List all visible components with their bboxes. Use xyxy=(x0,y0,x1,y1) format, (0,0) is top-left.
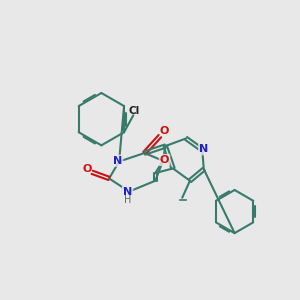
Text: O: O xyxy=(82,164,92,174)
Text: Cl: Cl xyxy=(128,106,140,116)
Text: N: N xyxy=(123,187,132,196)
Text: N: N xyxy=(199,144,208,154)
Text: H: H xyxy=(124,195,131,205)
Text: O: O xyxy=(159,127,168,136)
Text: O: O xyxy=(160,155,169,165)
Text: N: N xyxy=(113,156,122,166)
